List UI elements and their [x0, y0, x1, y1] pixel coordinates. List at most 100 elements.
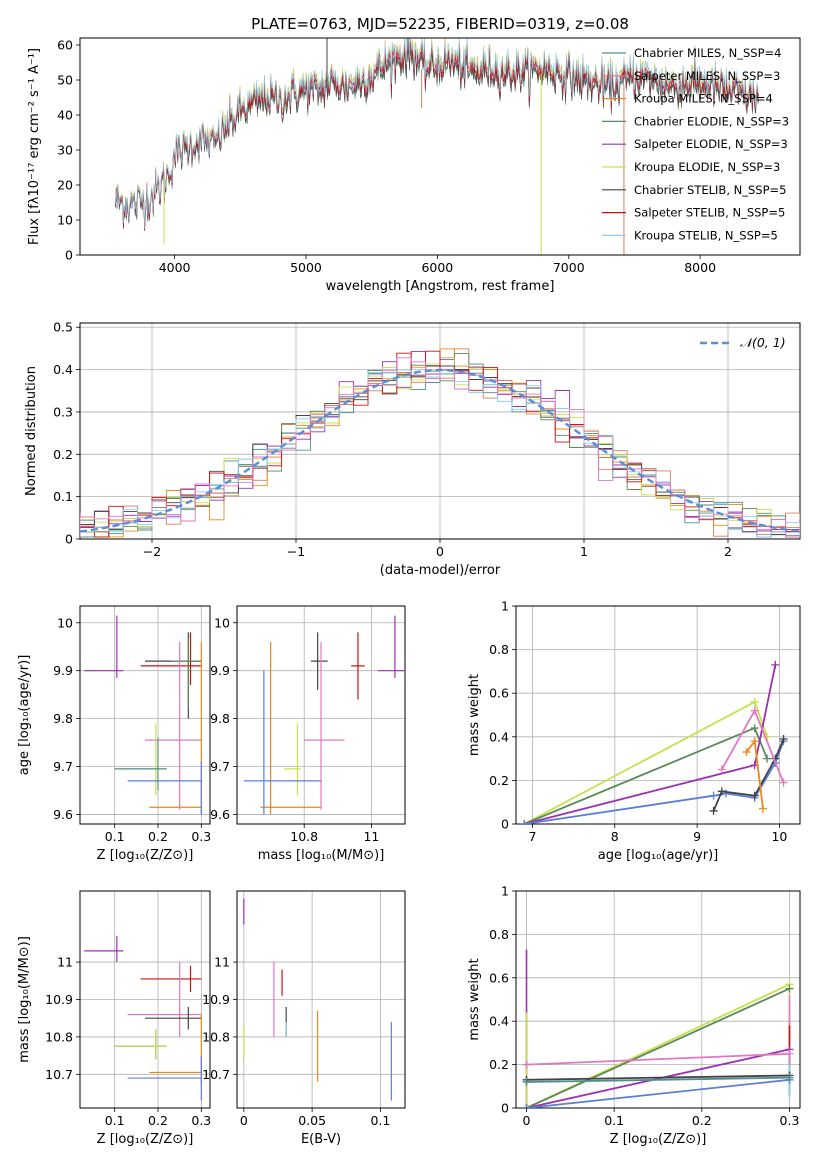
y-tick-label: 1 [501, 884, 509, 899]
x-tick-label: 0.1 [370, 1113, 390, 1128]
weight-line [526, 1048, 790, 1108]
legend-label: Kroupa MILES, N_SSP=4 [634, 92, 773, 106]
x-tick-label: 0.2 [148, 829, 168, 844]
x-tick-label: 11 [363, 829, 379, 844]
weight-line [526, 1076, 790, 1083]
weight-marker [763, 754, 772, 763]
x-tick-label: 0.1 [105, 829, 125, 844]
weight-vs-metallicity-panel: 0 0.1 0.2 0.3 0 0.2 0.4 0.6 0.8 1 Z [log₁₀(Z/Z⊙)] m… [467, 884, 801, 1147]
y-tick-label: 10.9 [45, 992, 73, 1007]
x-tick-label: 5000 [290, 260, 322, 275]
x-tick-label: 0.05 [298, 1113, 326, 1128]
x-tick-label: 9 [693, 829, 701, 844]
x-axis-label: Z [log₁₀(Z/Z⊙)] [97, 848, 194, 863]
y-tick-label: 0.4 [489, 729, 509, 744]
y-tick-label: 20 [57, 178, 73, 193]
weight-vs-age-panel: 7 8 9 10 0 0.2 0.4 0.6 0.8 1 age [log₁₀(age/yr)] ma… [467, 599, 801, 863]
weight-line [526, 1052, 790, 1066]
residuals-panel: −2 −1 0 1 2 0 0.1 0.2 0.3 0.4 0.5 (data-model)/erro… [24, 320, 801, 578]
x-axis-label: Z [log₁₀(Z/Z⊙)] [610, 1132, 707, 1147]
x-tick-label: 0 [240, 1113, 248, 1128]
weight-lines [520, 660, 788, 824]
axes-frame [79, 37, 801, 256]
axes-frame [79, 322, 801, 540]
weight-marker [742, 748, 751, 757]
y-tick-label: 10.7 [45, 1067, 73, 1082]
y-tick-label: 0 [501, 817, 509, 832]
legend-label: 𝒩(0, 1) [740, 335, 786, 350]
mass-vs-metallicity-panel: 0.1 0.2 0.3 10.7 10.8 10.9 11 Z [log₁₀(Z/Z⊙)] ma… [17, 890, 211, 1147]
legend-label: Chabrier ELODIE, N_SSP=3 [634, 114, 789, 128]
y-tick-label: 9.7 [53, 759, 73, 774]
axes-frame [515, 890, 801, 1109]
normal-curve [80, 368, 800, 533]
axes-frame [79, 890, 211, 1109]
x-tick-label: 0 [436, 544, 444, 559]
weight-marker [750, 697, 759, 706]
legend: Chabrier MILES, N_SSP=4 Salpeter MILES, N… [602, 46, 789, 242]
x-axis-label: age [log₁₀(age/yr)] [598, 848, 719, 863]
histograms [80, 348, 800, 538]
legend-label: Salpeter ELODIE, N_SSP=3 [634, 137, 788, 151]
y-tick-label: 0 [65, 248, 73, 263]
y-tick-label: 10.8 [45, 1029, 73, 1044]
chart-title: PLATE=0763, MJD=52235, FIBERID=0319, z=0… [251, 15, 629, 33]
x-tick-label: 0.1 [105, 1113, 125, 1128]
y-axis-label: mass weight [467, 958, 482, 1040]
weight-line [526, 1078, 790, 1108]
y-tick-label: 10 [57, 615, 73, 630]
x-tick-label: −1 [287, 544, 305, 559]
y-tick-label: 0 [65, 532, 73, 547]
axes-frame [79, 605, 211, 825]
x-tick-label: 7000 [553, 260, 585, 275]
y-tick-label: 10.9 [202, 992, 230, 1007]
y-tick-label: 0.4 [53, 362, 73, 377]
x-tick-label: 2 [724, 544, 732, 559]
y-tick-label: 9.9 [53, 663, 73, 678]
weight-marker [721, 789, 730, 798]
y-tick-label: 30 [57, 143, 73, 158]
error-bars [243, 898, 392, 1101]
x-axis-label: wavelength [Angstrom, rest frame] [326, 279, 555, 294]
y-tick-label: 1 [501, 599, 509, 614]
x-tick-label: 0.3 [191, 829, 211, 844]
age-vs-metallicity-panel: 0.1 0.2 0.3 9.6 9.7 9.8 9.9 10 Z [log₁₀(Z/Z⊙)] ag… [17, 605, 211, 863]
weight-marker [717, 787, 726, 796]
x-tick-label: 0.1 [604, 1113, 624, 1128]
weight-line [524, 740, 785, 824]
y-tick-label: 40 [57, 108, 73, 123]
y-axis-label: mass weight [467, 674, 482, 756]
x-tick-label: 8000 [684, 260, 716, 275]
y-tick-label: 9.6 [53, 807, 73, 822]
mass-vs-ebv-panel: 0 0.05 0.1 10.7 10.8 10.9 11 E(B-V) [202, 890, 406, 1147]
weight-lines [522, 949, 794, 1108]
y-tick-label: 9.6 [210, 807, 230, 822]
error-bars [84, 615, 202, 815]
weight-marker [785, 1049, 794, 1058]
legend-label: Salpeter MILES, N_SSP=3 [634, 69, 780, 83]
weight-marker [779, 778, 788, 787]
x-tick-label: 0.2 [148, 1113, 168, 1128]
x-axis-label: E(B-V) [301, 1132, 341, 1147]
weight-line [523, 664, 777, 824]
y-tick-label: 0.2 [53, 447, 73, 462]
x-tick-label: 0.3 [780, 1113, 800, 1128]
x-tick-label: 0.2 [692, 1113, 712, 1128]
spectrum-lines [115, 38, 759, 255]
y-tick-label: 10 [57, 213, 73, 228]
y-tick-label: 0.4 [489, 1014, 509, 1029]
y-tick-label: 9.7 [210, 759, 230, 774]
y-tick-label: 60 [57, 38, 73, 53]
weight-marker [522, 1104, 531, 1108]
y-axis-label: Flux [fλ10⁻¹⁷ erg cm⁻² s⁻¹ A⁻¹] [27, 48, 42, 245]
y-tick-label: 0.2 [489, 773, 509, 788]
y-tick-label: 0.1 [53, 489, 73, 504]
x-tick-label: −2 [143, 544, 161, 559]
axes-frame [515, 605, 801, 825]
x-tick-label: 0.3 [191, 1113, 211, 1128]
weight-marker [717, 765, 726, 774]
x-tick-label: 0 [523, 1113, 531, 1128]
x-tick-label: 10.8 [290, 829, 318, 844]
age-vs-mass-panel: 10.8 11 9.6 9.7 9.8 9.9 10 mass [log₁₀(M/M⊙)] [210, 605, 406, 863]
weight-line [523, 726, 768, 824]
